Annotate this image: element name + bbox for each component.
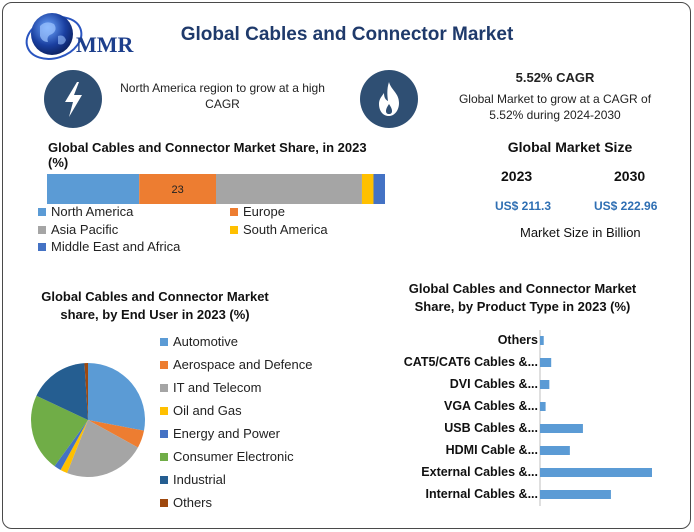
regional-legend: North America Europe Asia Pacific South … [38,204,398,256]
product-category-label: External Cables &... [421,465,538,479]
pie-slice-oil-and-gas [60,420,88,473]
product-category-label: CAT5/CAT6 Cables &... [403,355,538,369]
pie-legend-item: Others [160,495,212,510]
legend-item-north-america: North America [38,204,133,219]
pie-legend-label: Industrial [173,472,226,487]
legend-swatch [38,225,46,234]
cagr-text: Global Market to grow at a CAGR of 5.52%… [458,92,652,122]
market-size-unit: Market Size in Billion [520,225,641,240]
pie-legend-label: Energy and Power [173,426,280,441]
product-bar [540,468,652,477]
year-2030: 2030 [614,168,646,184]
globe-icon [25,13,83,60]
pie-slice-energy-and-power [54,420,88,470]
product-bar [540,490,611,499]
stacked-data-label: 23 [171,184,183,196]
product-bar [540,424,583,433]
legend-swatch [38,207,46,216]
legend-swatch [160,360,168,369]
legend-swatch [38,242,46,251]
pie-slice-automotive [88,363,145,431]
pie-legend-label: Others [173,495,213,510]
pie-legend-item: Aerospace and Defence [160,357,312,372]
pie-slice-aerospace-and-defence [88,420,144,448]
legend-swatch [160,383,168,392]
pie-legend-label: IT and Telecom [173,380,262,395]
pie-legend-item: IT and Telecom [160,380,261,395]
market-value-2030: US$ 222.96 [594,199,658,213]
pie-slice-others [84,363,88,420]
product-category-label: USB Cables &... [444,421,538,435]
stacked-segment-asia-pacific [216,174,362,204]
pie-legend-item: Consumer Electronic [160,449,294,464]
legend-swatch [160,452,168,461]
mmr-logo [14,6,164,62]
end-user-pie-chart [30,363,145,477]
legend-swatch [230,207,238,216]
legend-swatch [160,475,168,484]
legend-swatch [160,498,168,507]
product-type-bar-chart [539,330,652,506]
product-bar [540,358,552,367]
end-user-legend: Automotive Aerospace and Defence IT and Te… [160,334,360,518]
product-category-label: VGA Cables &... [443,399,538,413]
pie-legend-label: Oil and Gas [173,403,242,418]
product-bar [540,402,546,411]
pie-legend-item: Automotive [160,334,238,349]
flame-icon [360,70,418,128]
logo-text: MMR [76,32,134,57]
legend-item-middle-east-africa: Middle East and Africa [38,239,180,254]
product-bar [540,336,544,345]
end-user-chart-title: Global Cables and Connector Market share… [41,289,269,322]
region-highlight-text: North America region to grow at a high C… [120,81,325,111]
stacked-segment-south-america [361,174,374,204]
pie-slice-industrial [36,363,88,420]
pie-legend-item: Industrial [160,472,226,487]
product-bar [540,446,570,455]
regional-share-stacked-bar: 23 [47,174,385,204]
product-category-label: HDMI Cable &... [445,443,538,457]
legend-item-south-america: South America [230,222,328,237]
product-type-chart-title: Global Cables and Connector Market Share… [408,281,637,314]
pie-legend-label: Aerospace and Defence [173,357,313,372]
product-category-label: Internal Cables &... [425,487,538,501]
pie-legend-item: Energy and Power [160,426,280,441]
legend-swatch [230,225,238,234]
product-category-label: Others [497,333,538,347]
pie-slice-consumer-electronic [30,395,88,467]
product-bar [540,380,550,389]
legend-swatch [160,406,168,415]
legend-item-asia-pacific: Asia Pacific [38,222,118,237]
market-size-heading: Global Market Size [507,139,633,155]
pie-legend-label: Consumer Electronic [173,449,294,464]
stacked-segment-north-america [47,174,140,204]
lightning-icon [44,70,102,128]
pie-slice-it-and-telecom [67,420,138,477]
market-value-2023: US$ 211.3 [495,199,552,213]
cagr-heading: 5.52% CAGR [515,70,595,85]
legend-item-europe: Europe [230,204,285,219]
pie-legend-label: Automotive [173,334,239,349]
page-title: Global Cables and Connector Market [180,24,514,45]
product-category-label: DVI Cables &... [449,377,538,391]
stacked-segment-middle-east-and-africa [373,174,385,204]
legend-swatch [160,337,168,346]
regional-share-chart-title: Global Cables and Connector Market Share… [48,140,367,170]
stacked-segment-europe [139,174,216,204]
product-type-labels: Others CAT5/CAT6 Cables &... DVI Cables &.… [378,330,538,506]
pie-legend-item: Oil and Gas [160,403,242,418]
legend-swatch [160,429,168,438]
year-2023: 2023 [501,168,533,184]
